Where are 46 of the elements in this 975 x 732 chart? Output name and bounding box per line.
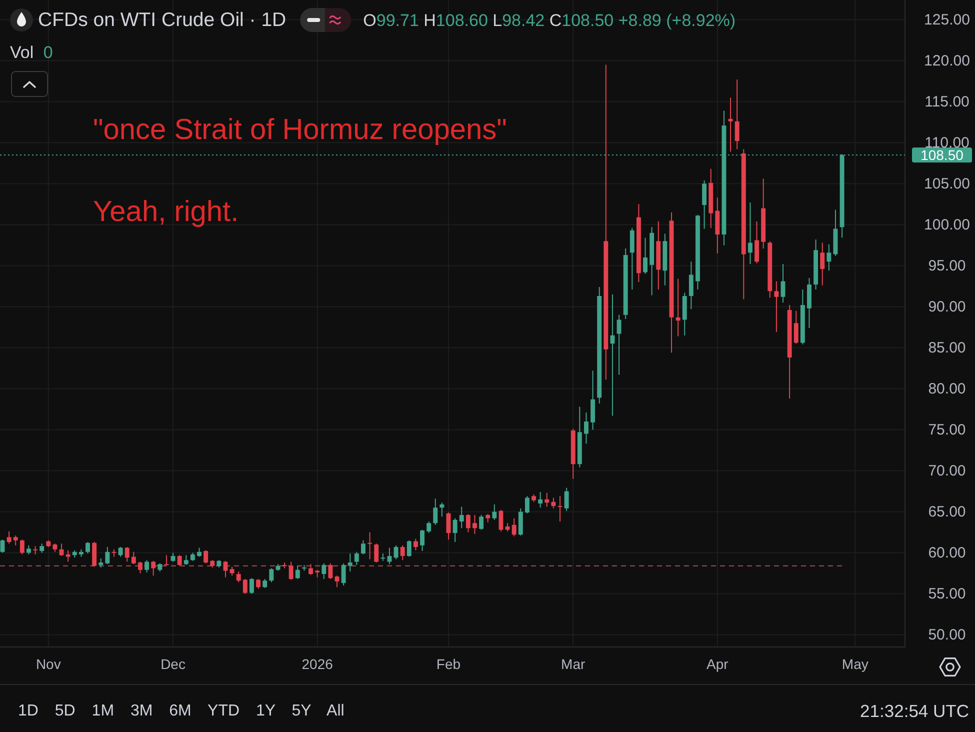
candlestick [282,562,287,568]
y-tick-label: 60.00 [928,544,966,562]
candlestick [348,554,352,572]
text: CFDs on WTI Crude Oil · 1D [38,9,286,31]
y-tick-label: 55.00 [928,586,966,602]
x-tick-label: Apr [706,656,729,672]
candlestick [472,514,477,534]
candlestick [774,281,779,332]
y-tick-label: 50.00 [928,626,966,644]
candlestick [13,535,18,546]
candlestick [66,550,70,562]
annotation: "once Strait of Hormuz reopens" [93,114,507,146]
candlestick [610,294,615,416]
x-tick-label: 2026 [302,656,334,672]
y-tick-label: 100.00 [924,216,970,234]
y-tick-label: 95.00 [928,257,966,274]
y-tick-label: 105.00 [924,175,970,192]
y-tick-label: 85.00 [928,339,966,356]
y-tick-label: 125.00 [924,11,970,28]
candlestick [164,555,169,566]
y-tick-label: 65.00 [928,503,966,520]
y-tick-label: 115.00 [924,93,970,110]
candlestick [486,514,490,522]
x-tick-label: Feb [436,656,461,672]
candlestick [368,532,372,560]
x-tick-label: Nov [36,656,61,672]
text: 1D 5D 1M 3M 6M YTD 1Y 5Y All [18,702,344,720]
text: 21:32:54 UTC [860,701,969,721]
candlestick [728,98,733,152]
x-tick-label: Dec [160,656,186,672]
candlestick [676,278,680,336]
x-tick-label: Mar [561,656,586,672]
y-tick-label: 70.00 [928,462,966,480]
candlestick [33,546,38,554]
x-tick-label: May [842,656,868,672]
candlestick [748,202,752,264]
text: O99.71 H108.60 L98.42 C108.50 +8.89 (+8.92%) [363,10,736,30]
candlestick [315,570,320,578]
annotation: Vol 0 [10,42,53,62]
y-tick-label: 80.00 [928,380,966,398]
candlestick [558,496,562,522]
y-tick-label: 75.00 [928,421,966,438]
y-tick-label: 120.00 [924,52,970,70]
annotation: Yeah, right. [93,196,239,228]
candlestick [380,554,386,561]
y-tick-label: 90.00 [928,298,966,316]
